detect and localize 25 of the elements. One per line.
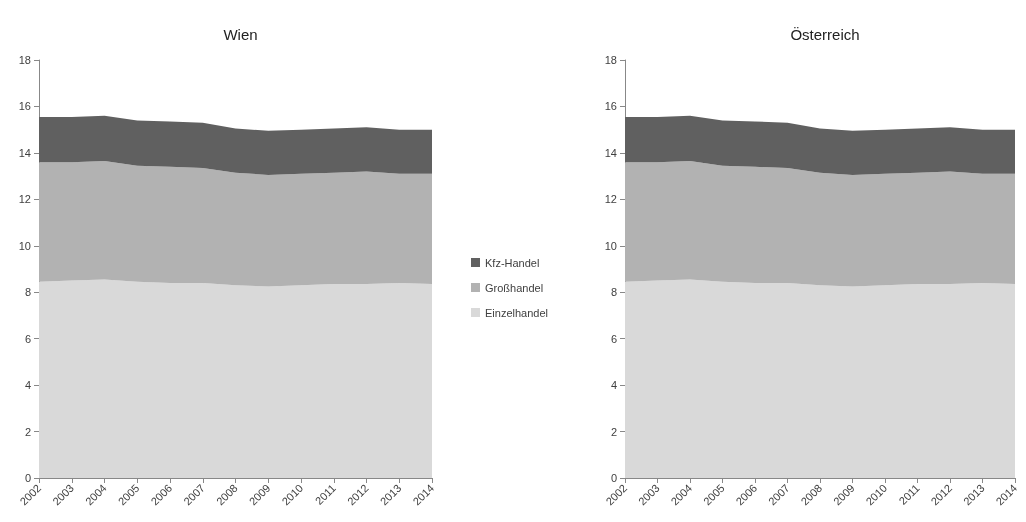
y-tick-label: 2 (24, 425, 31, 438)
y-tick-label: 18 (18, 54, 31, 66)
y-tick-label: 14 (18, 146, 31, 159)
y-tick-label: 16 (18, 100, 31, 113)
y-tick-label: 14 (604, 146, 617, 159)
y-tick-label: 6 (610, 332, 617, 345)
y-tick-label: 16 (604, 100, 617, 113)
y-tick-label: 2 (610, 425, 617, 438)
y-tick-label: 8 (610, 286, 617, 299)
legend-label: Großhandel (485, 281, 544, 294)
y-tick-label: 6 (24, 332, 31, 345)
y-tick-label: 10 (604, 239, 617, 252)
y-tick-label: 12 (18, 193, 31, 206)
legend-label: Einzelhandel (485, 306, 548, 319)
y-tick-label: 4 (24, 379, 31, 392)
chart-title: Wien (223, 26, 258, 43)
chart-title: Österreich (790, 26, 860, 43)
legend-label: Kfz-Handel (485, 256, 540, 269)
y-tick-label: 18 (604, 54, 617, 66)
y-tick-label: 10 (18, 239, 31, 252)
y-tick-label: 0 (24, 472, 31, 484)
y-tick-label: 12 (604, 193, 617, 206)
y-tick-label: 8 (24, 286, 31, 299)
y-tick-label: 0 (610, 472, 617, 484)
y-tick-label: 4 (610, 379, 617, 392)
